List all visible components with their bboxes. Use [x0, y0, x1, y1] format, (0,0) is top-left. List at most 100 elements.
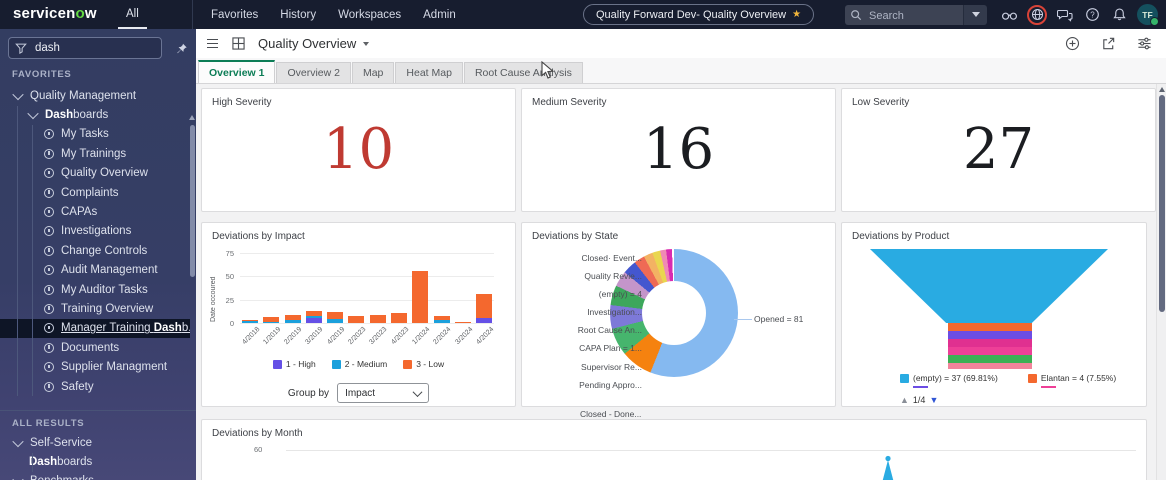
bar-1-2024[interactable]: [412, 270, 429, 323]
x-tick-label: 4/2018: [240, 326, 261, 347]
gridline: [240, 276, 494, 278]
funnel-band[interactable]: [948, 355, 1032, 363]
scrollbar-thumb[interactable]: [1158, 95, 1165, 312]
tab-root-cause-analysis[interactable]: Root Cause Analysis: [463, 62, 583, 83]
bar-4-2023[interactable]: [391, 312, 408, 323]
pin-sidebar-icon[interactable]: [176, 42, 188, 55]
bar-4-2024[interactable]: [476, 294, 493, 323]
sidebar-item-my-auditor-tasks[interactable]: My Auditor Tasks: [0, 280, 190, 299]
legend-item-2-medium[interactable]: 2 - Medium: [331, 359, 388, 369]
bar-2-2023[interactable]: [348, 316, 365, 323]
sidebar-item-safety[interactable]: Safety: [0, 377, 190, 396]
sidebar-item-self-service[interactable]: Self-Service: [0, 433, 190, 452]
bar-1-2019[interactable]: [263, 317, 280, 323]
hamburger-menu-icon[interactable]: [207, 38, 218, 49]
sidebar-item-dashboards[interactable]: Dashboards: [0, 105, 190, 124]
sidebar-item-quality-management[interactable]: Quality Management: [0, 86, 190, 105]
menu-history[interactable]: History: [280, 8, 317, 21]
sidebar-item-quality-overview[interactable]: Quality Overview: [0, 164, 190, 183]
x-tick-label: 4/2024: [475, 326, 496, 347]
nav-all-menu[interactable]: All: [118, 0, 147, 29]
help-icon[interactable]: ?: [1083, 6, 1101, 24]
sidebar-item-capas[interactable]: CAPAs: [0, 202, 190, 221]
context-pill-label: Quality Forward Dev- Quality Overview: [596, 8, 787, 21]
globe-icon[interactable]: [1031, 8, 1044, 21]
favorite-star-icon[interactable]: ★: [792, 9, 802, 20]
funnel-band[interactable]: [948, 339, 1032, 347]
sidebar-item-label: Investigations: [61, 225, 132, 238]
month-spike-series[interactable]: [868, 453, 908, 480]
funnel-band[interactable]: [948, 323, 1032, 331]
sidebar-item-complaints[interactable]: Complaints: [0, 183, 190, 202]
legend-item-1-high[interactable]: 1 - High: [272, 359, 316, 369]
page-up-icon[interactable]: ▲: [900, 395, 909, 405]
legend-item-3-low[interactable]: 3 - Low: [403, 359, 444, 369]
bar-2-2019[interactable]: [284, 314, 301, 323]
bar-segment: [327, 319, 344, 323]
sidebar-item-dashboards[interactable]: Dashboards: [0, 452, 190, 471]
tab-heat-map[interactable]: Heat Map: [395, 62, 463, 83]
tab-map[interactable]: Map: [351, 62, 395, 83]
sidebar-scrollbar-thumb[interactable]: [190, 125, 195, 277]
filter-field[interactable]: [8, 37, 162, 59]
sidebar-item-manager-training-dashb[interactable]: Manager Training Dashb...: [0, 318, 190, 339]
sidebar-item-audit-management[interactable]: Audit Management: [0, 261, 190, 280]
glasses-icon[interactable]: [1000, 6, 1018, 24]
servicenow-logo[interactable]: servicenow: [13, 5, 97, 22]
sidebar-item-investigations[interactable]: Investigations: [0, 222, 190, 241]
main-scrollbar[interactable]: [1156, 84, 1166, 480]
bar-segment: [454, 322, 471, 323]
funnel-band[interactable]: [948, 363, 1032, 369]
sidebar-item-my-tasks[interactable]: My Tasks: [0, 125, 190, 144]
user-avatar[interactable]: TF: [1137, 4, 1159, 26]
chevron-down-icon: [12, 474, 24, 480]
sidebar-filter-input[interactable]: [33, 38, 157, 58]
menu-workspaces[interactable]: Workspaces: [338, 8, 402, 21]
legend-item-empty-37-69-81[interactable]: (empty) = 37 (69.81%): [900, 373, 998, 388]
context-pill[interactable]: Quality Forward Dev- Quality Overview ★: [583, 4, 815, 25]
sidebar-item-label: My Auditor Tasks: [61, 283, 148, 296]
page-down-icon[interactable]: ▼: [929, 395, 939, 405]
legend-label: 2 - Medium: [344, 359, 388, 369]
legend-item-elantan-4-7-55[interactable]: Elantan = 4 (7.55%): [1027, 373, 1116, 388]
bar-4-2018[interactable]: [242, 320, 258, 323]
menu-admin[interactable]: Admin: [423, 8, 456, 21]
bar-2-2024[interactable]: [433, 315, 450, 323]
add-widget-icon[interactable]: [1065, 36, 1080, 51]
funnel-band[interactable]: [948, 347, 1032, 355]
title-dropdown-caret[interactable]: [363, 41, 370, 46]
dashboard-grid-icon[interactable]: [232, 37, 245, 50]
sidebar-item-documents[interactable]: Documents: [0, 338, 190, 357]
bar-3-2024[interactable]: [454, 322, 471, 323]
funnel-band[interactable]: [948, 331, 1032, 339]
bar-4-2019[interactable]: [327, 311, 344, 323]
sidebar-scroll-up-icon[interactable]: [189, 115, 195, 120]
chat-icon[interactable]: [1056, 6, 1074, 24]
search-scope-dropdown[interactable]: [963, 4, 987, 25]
chart-title: Deviations by Impact: [212, 231, 305, 242]
sidebar-item-my-trainings[interactable]: My Trainings: [0, 144, 190, 163]
scroll-up-icon[interactable]: [1159, 87, 1165, 92]
bar-3-2019[interactable]: [305, 310, 322, 323]
menu-favorites[interactable]: Favorites: [211, 8, 259, 21]
y-tick-label: 25: [225, 295, 234, 305]
bar-3-2023[interactable]: [369, 314, 386, 323]
search-input[interactable]: [867, 4, 963, 27]
legend-swatch: [1027, 373, 1037, 383]
tab-overview-2[interactable]: Overview 2: [276, 62, 351, 83]
logo-accent: o: [75, 5, 85, 22]
sidebar-item-label: Change Controls: [61, 244, 148, 257]
sidebar-item-supplier-managment[interactable]: Supplier Managment: [0, 357, 190, 376]
sidebar-item-benchmarks[interactable]: Benchmarks: [0, 472, 190, 480]
filter-sliders-icon[interactable]: [1137, 36, 1152, 51]
notifications-bell-icon[interactable]: [1110, 6, 1128, 24]
search-field[interactable]: [845, 4, 963, 27]
group-by-select[interactable]: Impact: [337, 383, 430, 403]
tab-overview-1[interactable]: Overview 1: [198, 60, 276, 83]
share-export-icon[interactable]: [1101, 36, 1116, 51]
sidebar-item-training-overview[interactable]: Training Overview: [0, 299, 190, 318]
clock-icon: [44, 168, 54, 179]
sidebar-item-change-controls[interactable]: Change Controls: [0, 241, 190, 260]
funnel-top-segment[interactable]: [870, 249, 1108, 323]
